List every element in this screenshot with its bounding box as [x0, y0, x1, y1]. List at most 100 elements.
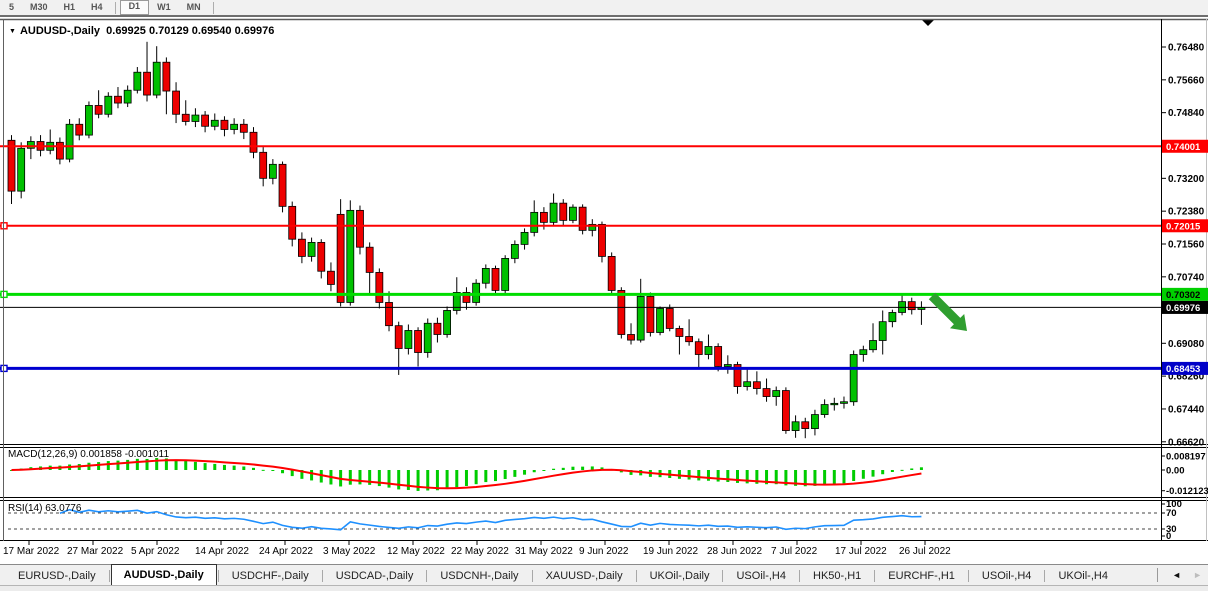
- candle-body: [607, 256, 616, 291]
- price-axis-label: 0.70740: [1168, 272, 1205, 283]
- candle-body: [791, 421, 800, 431]
- chart-tab-usdcnh-daily[interactable]: USDCNH-,Daily: [440, 570, 519, 582]
- macd-bar: [426, 470, 430, 491]
- tab-scroll-left-icon[interactable]: ◄: [1172, 570, 1182, 580]
- macd-bar: [581, 466, 585, 470]
- chart-tab-eurchf-h1[interactable]: EURCHF-,H1: [888, 570, 955, 582]
- tab-separator: [967, 570, 969, 582]
- candle-body: [152, 61, 161, 96]
- candle: [723, 355, 732, 374]
- candle-body: [56, 141, 64, 160]
- candle: [133, 67, 142, 94]
- candle-body: [94, 105, 103, 115]
- candle: [578, 204, 587, 235]
- date-axis-label: 31 May 2022: [515, 546, 573, 557]
- price-badge-label: 0.74001: [1166, 142, 1201, 153]
- macd-bar: [222, 464, 226, 470]
- macd-bar: [455, 470, 459, 488]
- macd-bar: [803, 470, 807, 487]
- timeframe-button-w1[interactable]: W1: [157, 2, 171, 12]
- candle: [143, 41, 151, 102]
- price-axis-label: 0.72380: [1168, 207, 1205, 218]
- macd-axis-label: 0.008197: [1166, 451, 1206, 462]
- macd-bar: [726, 470, 730, 482]
- toolbar-separator: [212, 1, 214, 14]
- latest-bar-marker-icon[interactable]: [922, 20, 934, 26]
- chart-tab-audusd-daily[interactable]: AUDUSD-,Daily: [110, 564, 217, 585]
- candle-body: [782, 390, 790, 431]
- candle-body: [878, 321, 887, 341]
- chart-tab-usoil-h4[interactable]: USOil-,H4: [981, 570, 1032, 582]
- price-badge: 0.74001: [1162, 139, 1208, 153]
- candle-body: [636, 296, 645, 341]
- macd-bar: [348, 470, 352, 485]
- macd-bar: [697, 470, 701, 481]
- chart-tab-ukoil-daily[interactable]: UKOil-,Daily: [649, 570, 710, 582]
- candle: [472, 279, 481, 306]
- candle: [549, 193, 558, 226]
- macd-bar: [252, 467, 255, 470]
- candle: [607, 252, 616, 296]
- price-badge-label: 0.68453: [1166, 364, 1200, 375]
- candle-body: [210, 119, 219, 127]
- macd-bar: [494, 470, 497, 482]
- candle: [598, 221, 606, 263]
- macd-bar: [242, 466, 246, 470]
- macd-bar: [677, 470, 681, 479]
- candle-body: [849, 354, 858, 403]
- candle: [840, 396, 848, 409]
- candle-body: [268, 163, 277, 179]
- timeframe-toolbar: 5 M30 H1 H4 D1 W1 MN: [0, 0, 1208, 17]
- trend-arrow-annotation[interactable]: [928, 292, 967, 331]
- candle-body: [423, 322, 432, 353]
- chart-tab-hk50-h1[interactable]: HK50-,H1: [813, 570, 862, 582]
- candle: [26, 136, 35, 160]
- chart-tab-usdcad-daily[interactable]: USDCAD-,Daily: [335, 570, 414, 582]
- tab-scroll-right-icon[interactable]: ►: [1193, 570, 1202, 580]
- date-axis-label: 24 Apr 2022: [259, 546, 313, 557]
- candle: [849, 350, 858, 406]
- candle-body: [259, 151, 268, 179]
- candle: [801, 417, 810, 439]
- timeframe-button-h1[interactable]: H1: [63, 2, 76, 12]
- chart-tab-usoil-h4[interactable]: USOil-,H4: [736, 570, 786, 582]
- macd-bar: [97, 462, 101, 470]
- candle-body: [172, 90, 180, 115]
- timeframe-button-mn[interactable]: MN: [186, 2, 201, 12]
- chart-tab-usdchf-daily[interactable]: USDCHF-,Daily: [231, 570, 309, 582]
- macd-bar: [319, 470, 323, 483]
- candle: [327, 262, 335, 292]
- chart-tab-ukoil-h4[interactable]: UKOil-,H4: [1058, 570, 1108, 582]
- macd-bar: [890, 470, 894, 473]
- candle-body: [578, 206, 587, 231]
- macd-bar: [174, 459, 178, 470]
- candle-body: [394, 325, 403, 349]
- candle: [859, 345, 868, 362]
- timeframe-button-m30[interactable]: M30: [30, 2, 48, 12]
- timeframe-button-h4[interactable]: H4: [91, 2, 103, 12]
- candle: [385, 291, 393, 332]
- candle-body: [675, 328, 684, 337]
- rsi-axis-label: 30: [1166, 524, 1177, 535]
- candle: [433, 317, 442, 343]
- candle: [627, 323, 635, 345]
- chart-tab-xauusd-daily[interactable]: XAUUSD-,Daily: [545, 570, 623, 582]
- date-axis-label: 17 Mar 2022: [3, 546, 60, 557]
- dropdown-triangle-icon[interactable]: ▼: [9, 28, 16, 35]
- macd-bar: [135, 458, 139, 470]
- timeframe-button-d1[interactable]: D1: [119, 0, 150, 15]
- chart-tab-eurusd-daily[interactable]: EURUSD-,Daily: [18, 570, 96, 582]
- candle-body: [181, 113, 190, 122]
- macd-bar: [919, 467, 923, 470]
- candle: [114, 87, 122, 109]
- timeframe-button-5[interactable]: 5: [9, 2, 15, 12]
- macd-bar: [464, 470, 468, 486]
- macd-bar: [687, 470, 691, 480]
- price-axis-label: 0.68260: [1168, 372, 1205, 383]
- candle: [268, 159, 277, 185]
- candle-body: [840, 401, 848, 404]
- macd-bar: [474, 470, 478, 485]
- candle: [743, 367, 752, 391]
- candle: [201, 111, 210, 133]
- macd-bar: [813, 470, 817, 486]
